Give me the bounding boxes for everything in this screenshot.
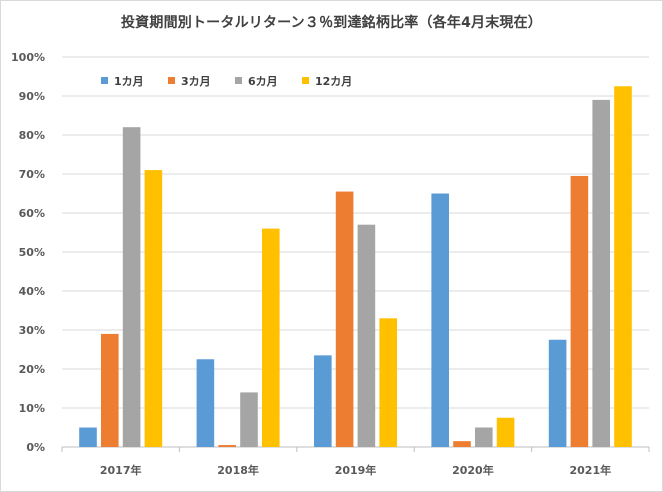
bar — [79, 427, 97, 447]
legend: 1カ月 3カ月 6カ月 12カ月 — [101, 75, 352, 88]
bar — [475, 427, 493, 447]
legend-label: 6カ月 — [248, 75, 278, 88]
legend-label: 1カ月 — [114, 75, 144, 88]
bar — [196, 359, 215, 447]
bar — [431, 193, 449, 447]
y-tick-label: 90% — [19, 90, 45, 103]
gridlines — [62, 56, 649, 409]
legend-swatch — [302, 77, 309, 84]
x-tick-label: 2020年 — [452, 463, 494, 477]
y-tick-label: 80% — [19, 129, 45, 142]
y-tick-label: 60% — [19, 207, 45, 220]
legend-swatch — [235, 77, 242, 84]
bar — [496, 417, 515, 447]
x-tick-label: 2017年 — [100, 463, 142, 477]
y-tick-label: 40% — [19, 285, 45, 298]
bar — [379, 318, 397, 447]
bar — [122, 127, 141, 447]
legend-swatch — [168, 77, 175, 84]
y-tick-label: 20% — [19, 363, 45, 376]
y-tick-label: 50% — [19, 246, 45, 259]
y-tick-label: 100% — [11, 51, 45, 64]
bar — [314, 355, 332, 447]
bar — [357, 224, 376, 447]
bar — [101, 333, 119, 447]
bar — [240, 392, 258, 447]
y-tick-label: 30% — [19, 324, 45, 337]
bar — [570, 175, 589, 447]
bar — [262, 228, 280, 447]
x-tick-label: 2019年 — [335, 463, 377, 477]
bar — [218, 445, 236, 447]
bars — [79, 86, 632, 448]
y-tick-label: 10% — [19, 402, 45, 415]
bar — [144, 170, 163, 447]
bar — [592, 99, 610, 448]
bar — [614, 86, 632, 447]
legend-swatch — [101, 77, 108, 84]
chart-title: 投資期間別トータルリターン３％到達銘柄比率（各年4月末現在） — [120, 15, 543, 31]
legend-label: 12カ月 — [315, 75, 352, 88]
y-tick-label: 70% — [19, 168, 45, 181]
x-tick-label: 2021年 — [569, 463, 611, 477]
bar — [453, 441, 471, 447]
y-tick-label: 0% — [26, 441, 45, 454]
x-tick-label: 2018年 — [217, 463, 259, 477]
bar — [548, 339, 567, 447]
legend-label: 3カ月 — [181, 75, 211, 88]
bar — [335, 191, 354, 447]
